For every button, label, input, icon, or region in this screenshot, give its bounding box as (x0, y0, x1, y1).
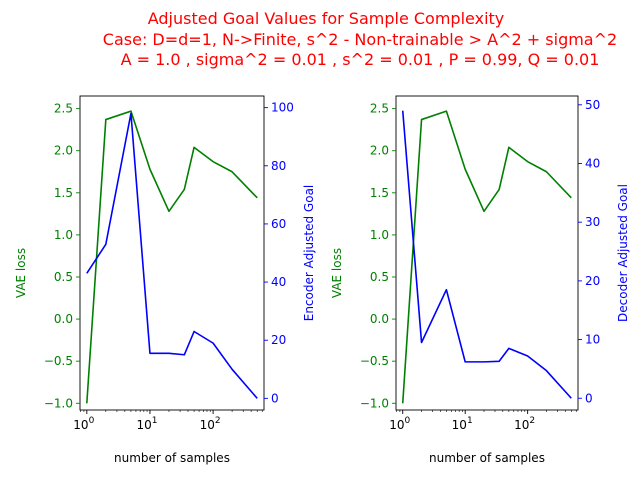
x-tick-label: 100 (73, 416, 94, 432)
title-line-2: Case: D=d=1, N->Finite, s^2 - Non-traina… (103, 30, 617, 49)
left-tick-label: 0.0 (370, 312, 389, 326)
left-tick-label: −1.0 (360, 396, 389, 410)
axes-frame (395, 95, 579, 411)
x-tick-label: 100 (389, 416, 410, 432)
decoder-goal-line (401, 110, 572, 399)
decoder-chart-panel: −1.0 −0.5 0.0 0.5 1.0 1.5 2.0 2.5 0 10 20 30 40 50 100… (330, 95, 630, 465)
left-tick-label: 1.5 (54, 186, 73, 200)
x-axis-label: number of samples (114, 451, 230, 465)
right-tick-label: 20 (271, 333, 286, 347)
left-tick-label: 2.0 (370, 144, 389, 158)
right-tick-label: 0 (585, 391, 593, 405)
left-tick-label: −0.5 (44, 354, 73, 368)
right-tick-label: 40 (271, 275, 286, 289)
left-tick-label: 0.5 (370, 270, 389, 284)
left-axis-label: VAE loss (14, 248, 28, 298)
left-tick-label: 1.5 (370, 186, 389, 200)
x-tick-label: 102 (514, 416, 535, 432)
title-line-3: A = 1.0 , sigma^2 = 0.01 , s^2 = 0.01 , … (121, 50, 600, 69)
left-tick-label: −1.0 (44, 396, 73, 410)
right-tick-label: 40 (585, 156, 600, 170)
right-tick-label: 0 (271, 391, 279, 405)
right-tick-label: 60 (271, 217, 286, 231)
left-tick-label: 1.0 (54, 228, 73, 242)
left-tick-label: 2.5 (370, 102, 389, 116)
title-line-1: Adjusted Goal Values for Sample Complexi… (148, 9, 505, 28)
figure-title: Adjusted Goal Values for Sample Complexi… (103, 9, 617, 69)
left-tick-label: 0.5 (54, 270, 73, 284)
left-tick-label: 2.5 (54, 102, 73, 116)
right-tick-label: 20 (585, 274, 600, 288)
right-tick-label: 10 (585, 333, 600, 347)
left-axis-label: VAE loss (330, 248, 344, 298)
right-tick-label: 30 (585, 215, 600, 229)
encoder-goal-line (86, 112, 258, 399)
x-tick-label: 101 (452, 416, 473, 432)
x-tick-label: 101 (136, 416, 157, 432)
left-tick-label: 2.0 (54, 144, 73, 158)
right-tick-label: 100 (271, 101, 294, 115)
right-tick-label: 50 (585, 98, 600, 112)
left-tick-label: 1.0 (370, 228, 389, 242)
left-tick-label: 0.0 (54, 312, 73, 326)
x-axis-label: number of samples (429, 451, 545, 465)
right-axis-label: Encoder Adjusted Goal (302, 185, 316, 322)
x-tick-label: 102 (200, 416, 221, 432)
axes-frame (79, 95, 265, 411)
vae-loss-line (86, 110, 258, 404)
vae-loss-line (401, 110, 572, 404)
right-tick-label: 80 (271, 159, 286, 173)
left-tick-label: −0.5 (360, 354, 389, 368)
right-axis-label: Decoder Adjusted Goal (616, 184, 630, 322)
encoder-chart-panel: −1.0 −0.5 0.0 0.5 1.0 1.5 2.0 2.5 0 20 40 60 80 100 10… (14, 95, 316, 465)
